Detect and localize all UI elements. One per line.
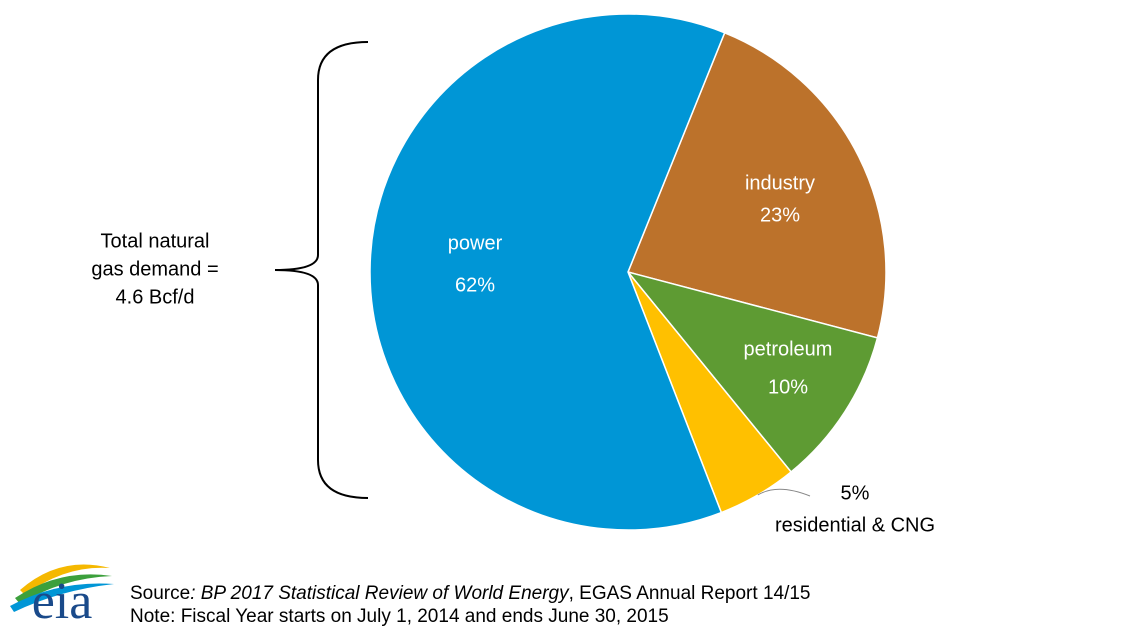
- annotation: 4.6 Bcf/d: [116, 286, 195, 308]
- bracket: [274, 41, 369, 499]
- value-label: 5%: [841, 482, 870, 504]
- slice-label: industry: [745, 172, 815, 194]
- value-label: 10%: [768, 376, 808, 398]
- annotation: gas demand =: [91, 258, 218, 280]
- slice-label: residential & CNG: [775, 514, 935, 536]
- slice-label: petroleum: [744, 338, 833, 360]
- logo-text: eia: [32, 573, 93, 630]
- source-prefix: Source: [130, 583, 190, 604]
- logo-swoosh: [10, 583, 114, 612]
- slice: [625, 270, 879, 473]
- annotation: Total natural: [101, 230, 210, 252]
- slice-label: power: [448, 232, 503, 254]
- source-italic: : BP 2017 Statistical Review of World En…: [190, 583, 570, 604]
- value-label: 62%: [455, 274, 495, 296]
- source-rest: , EGAS Annual Report 14/15: [569, 583, 811, 604]
- value-label: 23%: [760, 204, 800, 226]
- leader-line: [757, 488, 811, 497]
- slice: [369, 13, 726, 531]
- note: Note: Fiscal Year starts on July 1, 2014…: [130, 606, 669, 627]
- slice: [626, 31, 887, 339]
- source: Source: BP 2017 Statistical Review of Wo…: [130, 583, 811, 604]
